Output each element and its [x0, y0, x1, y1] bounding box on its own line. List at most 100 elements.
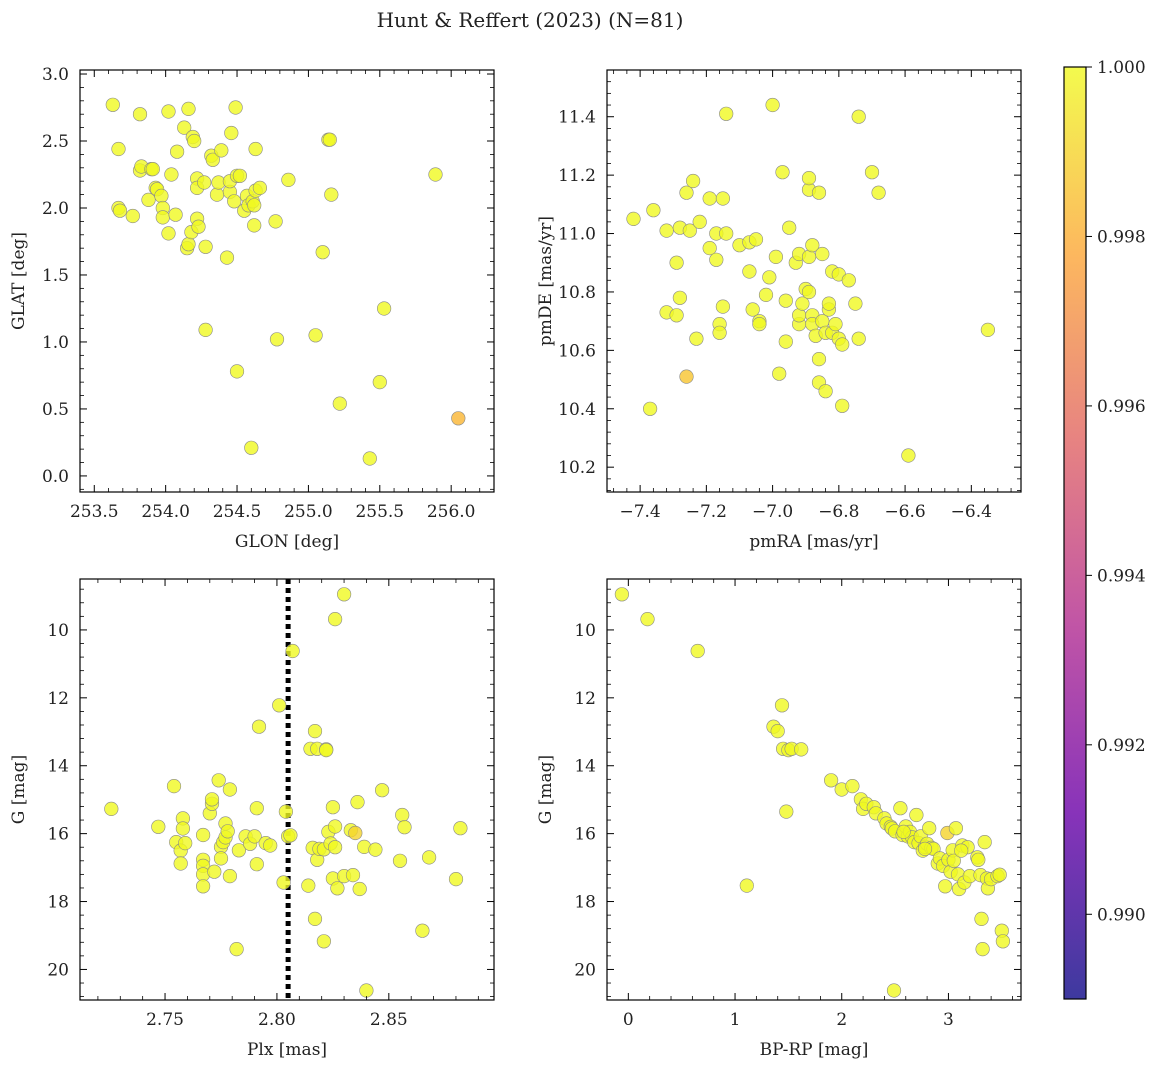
data-point [247, 829, 262, 844]
data-point [375, 783, 390, 798]
data-point [161, 104, 176, 119]
data-point [229, 364, 245, 379]
colorbar-tick-label: 0.992 [1097, 736, 1146, 756]
data-point [835, 337, 850, 352]
x-tick-label: 2.75 [146, 1010, 184, 1030]
x-tick-label: −7.2 [686, 502, 727, 522]
colorbar-tick-label: 0.998 [1097, 227, 1146, 247]
data-point [805, 238, 820, 253]
axes-frame [79, 578, 495, 1001]
data-point [301, 878, 316, 893]
data-point [196, 827, 211, 843]
colorbar-frame [1063, 66, 1087, 1000]
x-tick-label: −7.4 [619, 502, 660, 522]
data-point [191, 219, 206, 234]
data-point [220, 824, 235, 839]
data-point [848, 296, 863, 311]
y-tick-label: 10 [47, 621, 69, 641]
data-point [659, 223, 674, 238]
y-tick-label: 10 [574, 621, 596, 641]
data-point [896, 824, 911, 840]
y-tick-label: 16 [47, 825, 69, 845]
scatter-points [104, 587, 468, 998]
data-point [779, 804, 794, 819]
data-point [752, 317, 767, 332]
x-tick-label: 1 [730, 1010, 741, 1030]
y-tick-label: 10.8 [558, 283, 596, 303]
data-point [702, 241, 717, 256]
y-tick-label: 2.5 [42, 132, 69, 152]
x-tick-label: 255.0 [284, 502, 333, 522]
y-tick-label: 14 [47, 757, 69, 777]
data-point [669, 308, 684, 323]
x-tick-label: 253.5 [70, 502, 119, 522]
data-point [231, 843, 246, 858]
data-point [672, 290, 688, 305]
data-point [247, 198, 262, 213]
axes-frame [79, 69, 495, 493]
data-point [871, 185, 886, 200]
data-point [198, 322, 213, 338]
data-point [946, 853, 961, 868]
data-point [851, 109, 866, 124]
data-point [974, 911, 989, 927]
data-point [161, 226, 176, 241]
data-point [198, 239, 213, 254]
data-point [328, 819, 343, 834]
data-point [715, 191, 731, 206]
data-point [224, 125, 239, 141]
data-point [392, 853, 408, 868]
data-point [692, 214, 707, 229]
data-point [818, 384, 833, 399]
scatter-points [105, 97, 466, 466]
data-point [682, 223, 697, 238]
data-point [324, 187, 339, 202]
data-point [177, 120, 192, 135]
y-tick-label: 3.0 [42, 65, 69, 85]
data-point [232, 168, 247, 183]
data-point [155, 210, 170, 225]
data-point [679, 185, 694, 200]
data-point [104, 801, 119, 817]
colorbar-tick-label: 1.000 [1097, 58, 1146, 78]
data-point [422, 850, 437, 865]
data-point [715, 299, 731, 314]
scatter-points [626, 97, 996, 463]
y-tick-label: 18 [47, 893, 69, 913]
data-point [646, 203, 661, 218]
data-point [938, 879, 953, 894]
colorbar-gradient [1064, 67, 1086, 999]
data-point [841, 273, 856, 288]
data-point [742, 264, 757, 279]
data-point [719, 106, 734, 121]
x-tick-label: −6.6 [884, 502, 925, 522]
data-point [145, 162, 160, 177]
data-point [325, 800, 341, 815]
data-point [975, 941, 990, 957]
data-point [283, 828, 298, 843]
data-point [228, 100, 243, 115]
axes-frame [606, 578, 1022, 1001]
data-point [319, 742, 334, 758]
data-point [151, 819, 166, 834]
axes-frame [606, 69, 1022, 493]
data-point [307, 723, 323, 739]
data-point [823, 773, 839, 788]
data-point [395, 807, 410, 823]
data-point [269, 332, 285, 347]
data-point [222, 782, 237, 797]
data-point [811, 185, 827, 200]
data-point [209, 187, 225, 202]
colorbar: 0.990 0.992 0.994 0.996 0.998 1.000 [1063, 58, 1146, 1000]
data-point [272, 698, 287, 713]
data-point [330, 881, 345, 896]
data-point [368, 842, 383, 857]
data-point [307, 911, 323, 927]
data-point [204, 792, 220, 807]
data-point [214, 143, 229, 158]
x-tick-label: 255.5 [355, 502, 404, 522]
data-point [980, 322, 996, 338]
y-tick-label: 14 [574, 757, 596, 777]
data-point [954, 843, 969, 858]
